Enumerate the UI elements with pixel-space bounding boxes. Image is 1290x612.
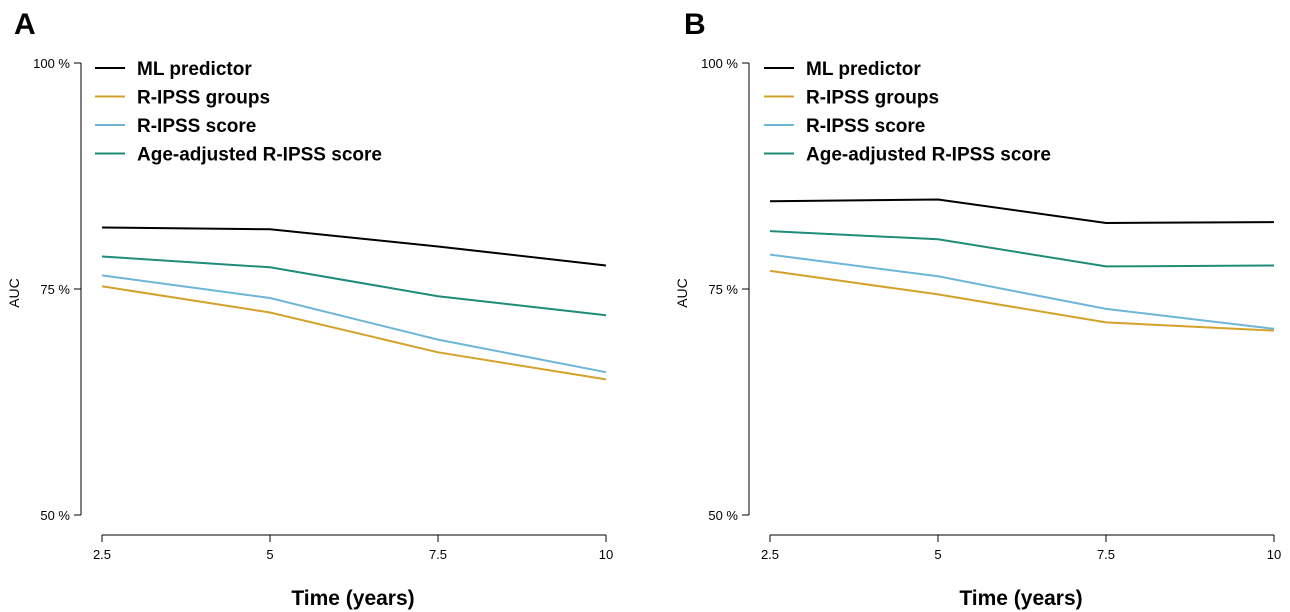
legend-entry-label: R-IPSS score (137, 116, 256, 137)
y-tick-label: 50 % (40, 508, 70, 523)
legend-entry-label: Age-adjusted R-IPSS score (137, 145, 382, 166)
series-line-r-ipss-groups (101, 285, 607, 381)
legend-entry-label: ML predictor (137, 59, 252, 80)
series-line-ml-predictor (769, 198, 1275, 225)
y-tick-label: 50 % (708, 508, 738, 523)
legend-entry-label: R-IPSS score (806, 116, 925, 137)
series-line-age-adjusted-r-ipss-score (769, 230, 1275, 268)
x-tick-label: 2.5 (761, 547, 779, 562)
y-tick-label: 100 % (701, 56, 738, 71)
series-line-r-ipss-score (769, 253, 1275, 330)
y-axis-label: AUC (674, 278, 690, 308)
x-axis-label: Time (years) (959, 587, 1082, 610)
x-axis-label: Time (years) (291, 587, 414, 610)
series-line-age-adjusted-r-ipss-score (101, 255, 607, 317)
x-tick-label: 10 (1267, 547, 1281, 562)
series-line-r-ipss-score (101, 274, 607, 374)
panel-letter: A (14, 8, 36, 41)
legend-entry-label: ML predictor (806, 59, 921, 80)
x-tick-label: 5 (934, 547, 941, 562)
legend-entry-label: R-IPSS groups (137, 88, 270, 109)
y-tick-label: 75 % (708, 282, 738, 297)
x-tick-label: 10 (599, 547, 613, 562)
series-line-ml-predictor (101, 226, 607, 267)
legend: ML predictor R-IPSS groups R-IPSS score Age… (764, 59, 1051, 166)
panel-a: A 50 % 75 % 100 % AUC 2.5 5 7.5 10 Time (years) ML… (6, 8, 613, 610)
series-line-r-ipss-groups (769, 269, 1275, 332)
y-tick-label: 75 % (40, 282, 70, 297)
y-axis-label: AUC (6, 278, 22, 308)
x-tick-label: 7.5 (429, 547, 447, 562)
legend-entry-label: Age-adjusted R-IPSS score (806, 145, 1051, 166)
panel-b: B 50 % 75 % 100 % AUC 2.5 5 7.5 10 Time (years) ML… (674, 8, 1281, 610)
x-tick-label: 7.5 (1097, 547, 1115, 562)
legend: ML predictor R-IPSS groups R-IPSS score Age… (95, 59, 382, 166)
y-tick-label: 100 % (33, 56, 70, 71)
x-tick-label: 2.5 (93, 547, 111, 562)
x-tick-label: 5 (266, 547, 273, 562)
legend-entry-label: R-IPSS groups (806, 88, 939, 109)
panel-letter: B (684, 8, 706, 41)
